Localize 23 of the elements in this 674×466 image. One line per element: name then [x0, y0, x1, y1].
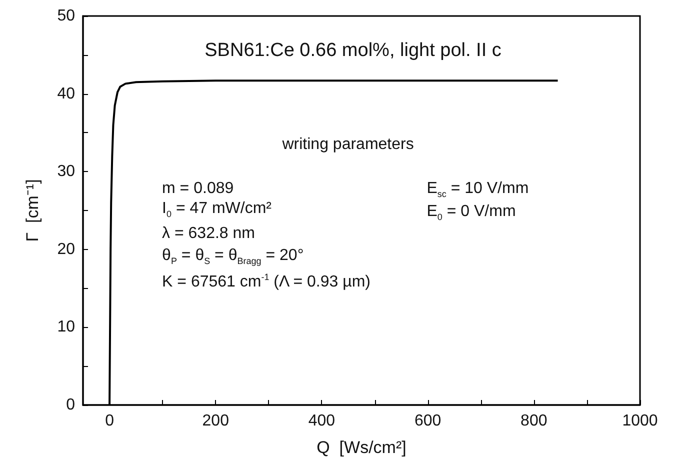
- annotation: writing parameters: [282, 136, 414, 154]
- annotation: λ = 632.8 nm: [162, 224, 255, 242]
- x-tick-label: 800: [520, 412, 548, 430]
- y-tick-label: 50: [57, 8, 76, 24]
- text: SBN61:Ce 0.66 mol%, light pol. II c: [204, 40, 502, 61]
- annotation: I$_{0}$ = 47 mW/cm²: [162, 200, 272, 219]
- x-tick-label: 400: [308, 412, 336, 430]
- x-tick-label: 1000: [622, 412, 658, 430]
- annotation: θ$_{P}$ = θ$_{S}$ = θ$_{Bragg}$ = 20°: [162, 247, 304, 266]
- y-tick-label: 0: [66, 396, 76, 414]
- annotation: K = 67561 cm$^{-1}$ (Λ = 0.93 µm): [162, 272, 370, 290]
- annotation: E$_{sc}$ = 10 V/mm: [426, 180, 529, 200]
- x-tick-label: 0: [105, 412, 114, 430]
- x-axis-title: Q [Ws/cm²]: [316, 438, 406, 457]
- annotation: m = 0.089: [162, 180, 234, 197]
- y-tick-label: 40: [57, 85, 76, 102]
- y-axis-title: Γ [cm⁻¹]: [23, 179, 42, 242]
- y-tick-label: 30: [57, 163, 76, 180]
- x-tick-label: 200: [202, 412, 230, 430]
- annotation: E$_{0}$ = 0 V/mm: [426, 202, 516, 222]
- x-tick-label: 600: [414, 412, 442, 430]
- y-tick-label: 20: [57, 240, 76, 258]
- y-tick-label: 10: [57, 318, 76, 336]
